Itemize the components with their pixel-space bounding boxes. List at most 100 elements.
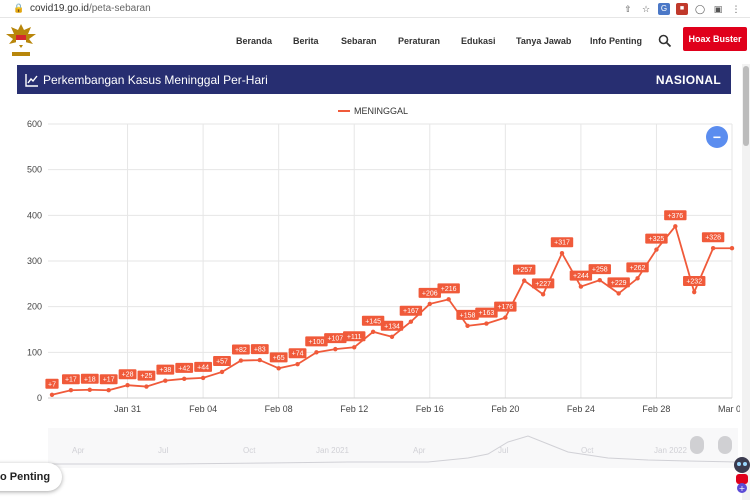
data-label: +229: [611, 280, 627, 287]
data-label-box: [361, 315, 385, 326]
data-label: +38: [159, 367, 171, 374]
hoax-buster-button[interactable]: Hoax Buster: [683, 27, 747, 51]
data-label: +100: [309, 339, 325, 346]
data-label: +376: [667, 213, 683, 220]
garuda-logo-icon[interactable]: [4, 22, 38, 60]
data-point: [370, 329, 376, 334]
data-label-box: [701, 232, 725, 243]
data-label: +42: [178, 365, 190, 372]
data-label-box: [61, 374, 80, 385]
browser-address-bar: 🔒 covid19.go.id/peta-sebaran ⇧ ☆ G ■ ◯ ▣…: [0, 0, 750, 18]
data-point: [465, 323, 470, 329]
data-label-box: [418, 287, 441, 298]
scrollbar-thumb[interactable]: [743, 66, 749, 146]
data-label: +325: [649, 236, 665, 243]
data-label-box: [45, 378, 59, 389]
data-label: +74: [292, 351, 304, 358]
data-label-box: [156, 364, 175, 375]
data-label-box: [513, 264, 536, 275]
info-penting-floating-button[interactable]: o Penting: [0, 463, 62, 491]
chart-header: Perkembangan Kasus Meninggal Per-Hari NA…: [17, 65, 731, 94]
search-icon[interactable]: [658, 34, 672, 48]
y-tick-label: 400: [27, 210, 42, 220]
chart-title: Perkembangan Kasus Meninggal Per-Hari: [43, 72, 268, 87]
data-point: [729, 246, 735, 251]
data-point: [238, 358, 244, 363]
data-point: [276, 366, 281, 371]
y-tick-label: 100: [27, 347, 42, 357]
data-label: +65: [273, 355, 285, 362]
data-label: +227: [535, 281, 551, 288]
data-label-box: [343, 331, 366, 342]
data-label-box: [175, 362, 194, 373]
data-point: [106, 388, 111, 393]
browser-actions: ⇧ ☆ G ■ ◯ ▣ ⋮: [622, 2, 742, 15]
data-point: [503, 315, 508, 320]
nav-beranda[interactable]: Beranda: [236, 36, 273, 46]
data-point: [710, 246, 716, 251]
data-label-box: [305, 336, 328, 347]
data-label-box: [118, 369, 137, 380]
data-point: [257, 357, 262, 363]
bookmark-star-icon[interactable]: ☆: [641, 3, 651, 14]
data-point: [522, 278, 527, 283]
x-tick-label: Feb 04: [189, 404, 217, 414]
data-point: [692, 289, 697, 295]
url-field[interactable]: covid19.go.id/peta-sebaran: [30, 3, 151, 14]
data-label-box: [250, 344, 269, 355]
data-label: +83: [254, 347, 266, 354]
data-label-box: [380, 320, 404, 331]
navigator-right-handle[interactable]: [718, 436, 732, 454]
site-header: Beranda Berita Sebaran Peraturan Edukasi…: [0, 18, 750, 64]
data-label-box: [607, 277, 630, 288]
collapse-button[interactable]: −: [706, 126, 728, 148]
chat-bot-icon[interactable]: +: [728, 455, 750, 495]
nav-sebaran[interactable]: Sebaran: [341, 36, 377, 46]
data-label-box: [588, 264, 611, 275]
shield-icon[interactable]: ◯: [694, 3, 706, 14]
data-label: +257: [516, 267, 532, 274]
data-label-box: [494, 301, 517, 312]
nav-peraturan[interactable]: Peraturan: [398, 36, 441, 46]
data-label: +28: [122, 372, 134, 379]
data-label-box: [231, 344, 250, 355]
navigator-month: Apr: [413, 446, 426, 455]
data-label: +7: [48, 381, 56, 388]
data-label: +17: [65, 377, 77, 384]
data-point: [87, 387, 92, 392]
region-label: NASIONAL: [655, 72, 721, 87]
death-cases-line-chart: 0 100 200 300 400 500 600 Jan 31 Feb 04 Feb 08 Fe…: [27, 106, 740, 414]
data-label: +232: [686, 279, 702, 286]
navigator-month: Jul: [498, 446, 509, 455]
nav-info-penting[interactable]: Info Penting: [590, 36, 642, 46]
data-point: [144, 384, 149, 389]
share-icon[interactable]: ⇧: [624, 3, 632, 14]
navigator-month: Jul: [158, 446, 169, 455]
data-labels: +7 +17 +18 +17 +28 +25 +38 +42 +44 +57 +82 +83 +65 +7…: [45, 210, 725, 389]
data-label-box: [288, 348, 307, 359]
x-tick-label: Feb 24: [567, 404, 595, 414]
nav-berita[interactable]: Berita: [293, 36, 319, 46]
y-tick-label: 200: [27, 302, 42, 312]
nav-tanya-jawab[interactable]: Tanya Jawab: [516, 36, 572, 46]
time-range-navigator[interactable]: Apr Jul Oct Jan 2021 Apr Jul Oct Jan 202…: [48, 428, 738, 468]
url-path: /peta-sebaran: [88, 3, 151, 14]
menu-dots-icon[interactable]: ⋮: [731, 3, 741, 14]
navigator-left-handle[interactable]: [690, 436, 704, 454]
data-label: +328: [705, 235, 721, 242]
extension-icon[interactable]: ■: [676, 2, 688, 15]
x-tick-label: Feb 12: [340, 404, 368, 414]
translate-extension-icon[interactable]: G: [658, 2, 670, 15]
nav-edukasi[interactable]: Edukasi: [461, 36, 496, 46]
data-label-box: [324, 333, 347, 344]
data-label-box: [194, 361, 213, 372]
page-scrollbar[interactable]: [742, 64, 750, 500]
data-label-box: [531, 278, 555, 289]
data-label: +82: [235, 347, 247, 354]
data-point: [616, 291, 621, 296]
data-point: [408, 319, 414, 324]
puzzle-icon[interactable]: ▣: [713, 3, 723, 14]
data-label: +158: [460, 312, 476, 319]
data-label: +145: [365, 318, 381, 325]
data-label-box: [399, 305, 423, 316]
